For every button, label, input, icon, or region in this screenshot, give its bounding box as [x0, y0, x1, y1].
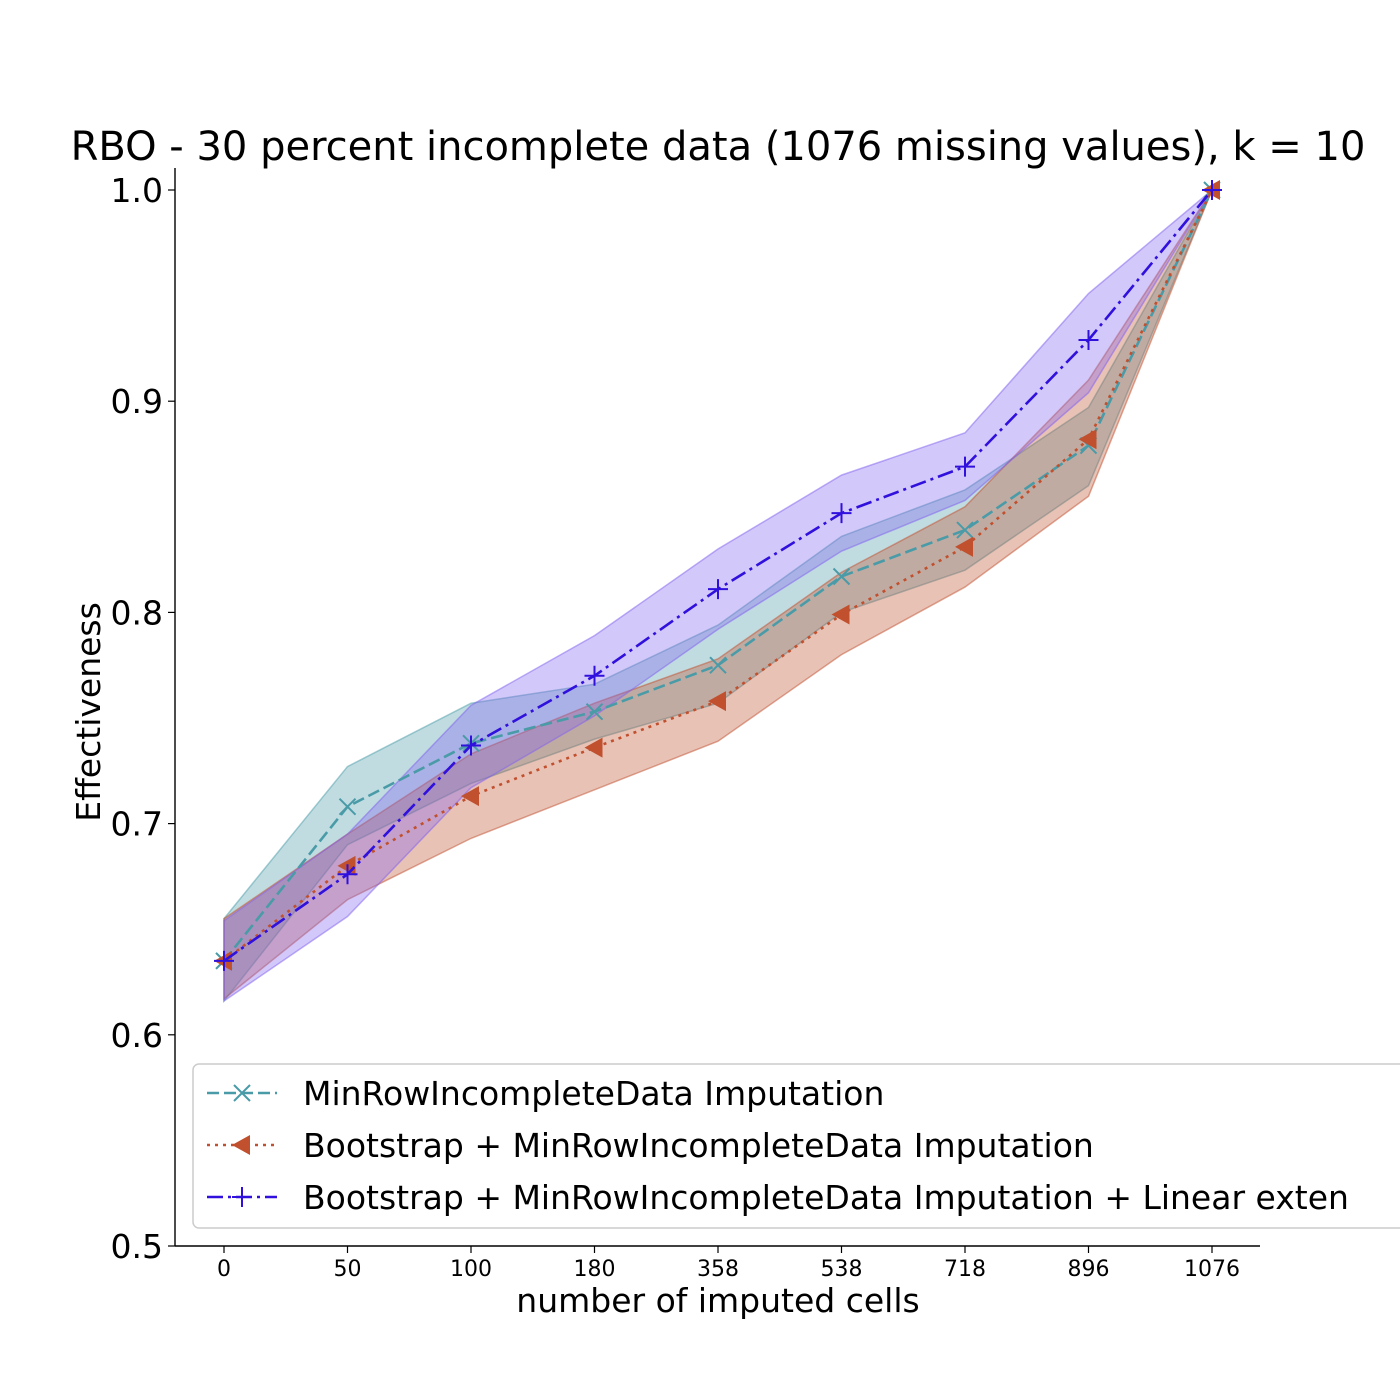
data-point-series-3	[214, 950, 234, 971]
x-tick-label: 896	[1068, 1257, 1110, 1282]
legend-marker	[232, 1187, 252, 1207]
data-point-series-2	[584, 737, 603, 758]
data-point-series-1	[956, 521, 974, 539]
data-point-series-1	[338, 797, 357, 816]
data-point-series-2	[1078, 429, 1097, 450]
data-point-series-1	[709, 656, 727, 674]
data-point-series-3	[831, 503, 852, 524]
legend-label: Bootstrap + MinRowIncompleteData Imputat…	[303, 1126, 1094, 1165]
x-tick-label: 358	[697, 1257, 739, 1282]
y-tick-label: 0.8	[111, 593, 163, 632]
legend: MinRowIncompleteData Imputation Bootstrap…	[192, 1063, 1400, 1229]
legend-box	[192, 1063, 1400, 1229]
y-tick-label: 0.6	[111, 1016, 163, 1055]
data-point-series-3	[1078, 329, 1099, 350]
legend-label: MinRowIncompleteData Imputation	[303, 1074, 884, 1113]
data-point-series-1	[832, 567, 851, 586]
x-tick-label: 100	[450, 1257, 492, 1282]
x-tick-label: 0	[217, 1257, 231, 1282]
x-tick-label: 538	[821, 1257, 863, 1282]
x-tick-label: 50	[334, 1257, 362, 1282]
x-tick-label: 1076	[1184, 1257, 1240, 1282]
axes: 0.5 0.6 0.7 0.8 0.9 1.0 0 50 100 180 358 538 718 896 1…	[111, 168, 1260, 1282]
data-point-series-3	[584, 665, 605, 686]
x-axis-label: number of imputed cells	[516, 1281, 919, 1320]
data-point-series-2	[708, 691, 726, 712]
x-tick-label: 180	[574, 1257, 616, 1282]
chart-title: RBO - 30 percent incomplete data (1076 m…	[71, 124, 1366, 170]
series-lines	[214, 180, 1222, 971]
data-point-series-3	[337, 864, 358, 885]
y-tick-label: 1.0	[111, 171, 163, 210]
data-point-series-2	[461, 786, 479, 807]
legend-marker	[232, 1135, 250, 1155]
data-point-series-3	[955, 456, 975, 477]
y-tick-label: 0.7	[111, 805, 163, 844]
data-point-series-2	[831, 604, 850, 625]
data-point-series-3	[461, 735, 481, 756]
data-point-series-1	[585, 702, 604, 721]
data-point-series-2	[955, 536, 973, 557]
data-point-series-3	[1202, 180, 1222, 200]
legend-marker	[233, 1084, 251, 1102]
legend-label: Bootstrap + MinRowIncompleteData Imputat…	[303, 1178, 1349, 1217]
data-point-series-3	[708, 579, 728, 600]
x-tick-label: 718	[944, 1257, 986, 1282]
y-axis-label: Effectiveness	[69, 602, 108, 822]
y-tick-label: 0.9	[111, 382, 163, 421]
y-tick-label: 0.5	[111, 1227, 163, 1266]
